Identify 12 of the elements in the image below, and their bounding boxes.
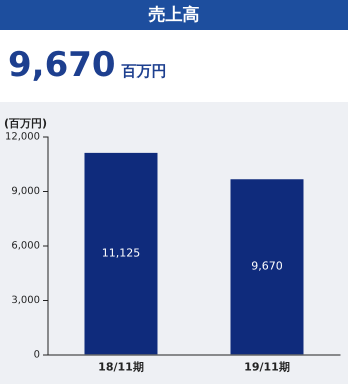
y-tick-label: 3,000 bbox=[11, 294, 40, 306]
x-tick-label: 19/11期 bbox=[244, 360, 290, 374]
y-tick-label: 0 bbox=[34, 349, 40, 360]
x-tick-label: 18/11期 bbox=[98, 360, 144, 374]
y-tick-label: 6,000 bbox=[11, 240, 40, 252]
data-label: 9,670 bbox=[251, 260, 283, 273]
data-label: 11,125 bbox=[102, 246, 140, 260]
y-tick-label: 9,000 bbox=[11, 186, 40, 198]
y-tick-label: 12,000 bbox=[4, 132, 40, 143]
y-axis-title: (百万円) bbox=[4, 116, 48, 131]
chart-subtitle: 9,670 百万円 bbox=[8, 45, 167, 85]
chart-title: 売上高 bbox=[0, 0, 348, 30]
